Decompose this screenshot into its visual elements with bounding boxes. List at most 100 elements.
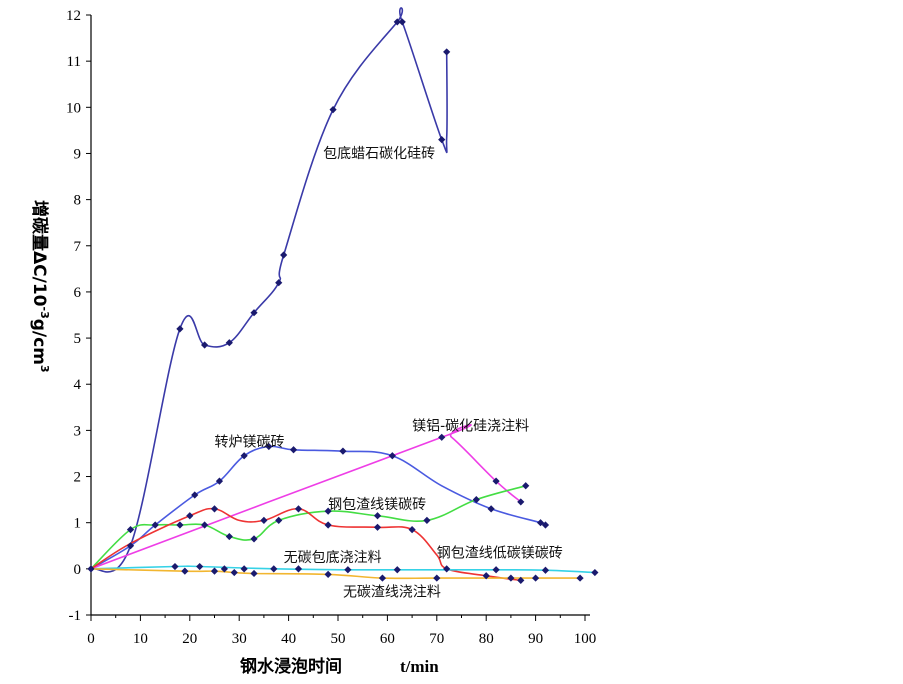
data-point-marker <box>492 566 500 574</box>
data-point-marker <box>201 341 209 349</box>
series-annotation: 镁铝-碳化硅浇注料 <box>412 418 529 434</box>
x-tick-label: 70 <box>429 631 444 647</box>
data-point-marker <box>126 526 135 534</box>
data-point-marker <box>220 565 228 573</box>
data-point-marker <box>240 565 248 573</box>
y-tick-label: 8 <box>74 193 82 209</box>
y-tick-label: 0 <box>74 562 82 578</box>
data-point-marker <box>472 496 480 504</box>
data-point-marker <box>388 452 396 460</box>
data-point-marker <box>536 519 545 527</box>
data-point-marker <box>329 106 337 114</box>
data-point-marker <box>270 565 278 573</box>
data-point-marker <box>517 498 525 506</box>
series-line-2 <box>90 445 548 570</box>
data-point-marker <box>294 565 303 573</box>
marker-layer <box>87 18 599 584</box>
y-tick-label: 6 <box>74 285 82 301</box>
data-point-marker <box>225 339 233 347</box>
x-axis-label: 钢水浸泡时间 <box>240 656 342 677</box>
data-point-marker <box>373 523 382 531</box>
y-tick-label: 11 <box>67 54 81 70</box>
series-layer <box>90 7 595 582</box>
x-tick-label: 80 <box>479 631 494 647</box>
x-tick-label: 20 <box>182 631 197 647</box>
data-point-marker <box>275 516 283 524</box>
data-point-marker <box>151 521 159 529</box>
data-point-marker <box>576 574 584 582</box>
data-point-marker <box>210 505 219 513</box>
data-point-marker <box>433 574 441 582</box>
data-point-marker <box>324 521 332 529</box>
x-tick-label: 90 <box>528 631 543 647</box>
data-point-marker <box>196 562 204 571</box>
y-axis-label-delta: ΔC/10 <box>29 251 49 307</box>
x-tick-label: 10 <box>133 631 148 647</box>
x-tick-label: 0 <box>87 631 95 647</box>
data-point-marker <box>215 477 224 485</box>
x-tick-label: 30 <box>232 631 247 647</box>
data-point-marker <box>201 521 209 529</box>
data-point-marker <box>507 574 515 582</box>
data-point-marker <box>240 452 248 460</box>
y-axis-label: 增碳量ΔC/10-3g/cm3 <box>29 200 51 373</box>
data-point-marker <box>191 491 199 499</box>
data-point-marker <box>294 505 303 513</box>
data-point-marker <box>250 309 258 317</box>
data-point-marker <box>532 574 540 582</box>
data-point-marker <box>517 576 525 584</box>
data-point-marker <box>373 512 382 520</box>
data-point-marker <box>181 567 189 575</box>
data-point-marker <box>260 516 268 524</box>
y-tick-label: 3 <box>74 423 82 439</box>
data-point-marker <box>289 446 298 454</box>
y-tick-label: 12 <box>66 8 81 24</box>
data-point-marker <box>398 18 406 26</box>
data-point-marker <box>186 512 194 520</box>
data-point-marker <box>250 535 258 543</box>
data-point-marker <box>275 279 283 287</box>
x-tick-label: 50 <box>331 631 346 647</box>
y-axis-label-mid: g/cm <box>29 319 49 365</box>
data-point-marker <box>280 251 288 259</box>
data-point-marker <box>87 565 95 573</box>
data-point-marker <box>482 572 490 580</box>
data-point-marker <box>591 568 599 577</box>
data-point-marker <box>339 447 347 455</box>
data-point-marker <box>541 521 550 529</box>
x-tick-label: 40 <box>281 631 296 647</box>
data-point-marker <box>541 566 550 574</box>
data-point-marker <box>176 325 184 333</box>
series-annotation: 钢包渣线镁碳砖 <box>328 497 426 513</box>
data-point-marker <box>487 505 495 513</box>
y-tick-label: 9 <box>74 146 82 162</box>
y-axis-label-exp1: -3 <box>38 307 51 319</box>
data-point-marker <box>393 566 401 574</box>
y-tick-label: -1 <box>69 608 82 624</box>
data-point-marker <box>522 482 530 490</box>
series-annotation: 无碳渣线浇注料 <box>343 585 441 601</box>
series-line-1 <box>90 7 448 573</box>
y-tick-label: 4 <box>74 377 82 393</box>
data-point-marker <box>492 477 500 485</box>
data-point-marker <box>324 570 332 578</box>
data-point-marker <box>443 565 451 573</box>
data-point-marker <box>438 433 446 441</box>
data-point-marker <box>265 442 273 451</box>
data-point-marker <box>210 567 219 575</box>
y-axis-label-exp2: 3 <box>38 365 51 373</box>
data-point-marker <box>344 566 352 574</box>
x-axis-unit: t/min <box>400 657 439 676</box>
y-tick-label: 5 <box>74 331 82 347</box>
data-point-marker <box>443 48 451 56</box>
series-annotation: 包底蜡石碳化硅砖 <box>323 146 435 162</box>
x-tick-label: 100 <box>574 631 597 647</box>
data-point-marker <box>393 18 401 26</box>
y-tick-label: 7 <box>74 239 82 255</box>
data-point-marker <box>408 526 416 534</box>
series-annotation: 钢包渣线低碳镁碳砖 <box>437 545 563 561</box>
data-point-marker <box>423 516 431 524</box>
